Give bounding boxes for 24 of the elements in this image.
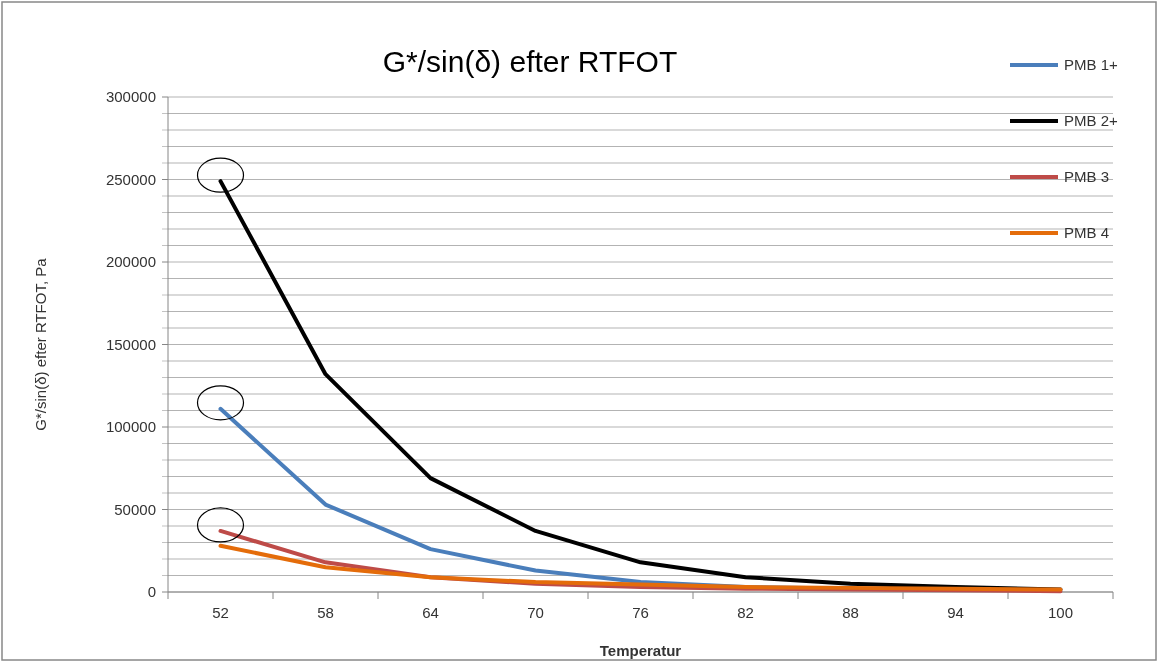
y-axis-title: G*/sin(δ) efter RTFOT, Pa (32, 257, 49, 431)
legend-label: PMB 2+ (1064, 112, 1119, 130)
legend-label: PMB 1+ (1064, 56, 1119, 74)
x-tick-label: 82 (737, 604, 754, 621)
x-tick-label: 58 (317, 604, 334, 621)
x-tick-label: 88 (842, 604, 859, 621)
x-tick-label: 100 (1047, 604, 1074, 621)
y-tick-label: 0 (147, 583, 156, 601)
y-tick-label: 100000 (105, 418, 156, 436)
y-tick-label: 250000 (105, 170, 156, 188)
y-tick-label: 150000 (105, 335, 156, 353)
x-tick-label: 52 (212, 604, 229, 621)
legend-label: PMB 3 (1064, 168, 1110, 186)
y-tick-label: 200000 (105, 253, 156, 271)
x-tick-label: 76 (632, 604, 649, 621)
line-series (218, 543, 1063, 592)
chart-title: G*/sin(δ) efter RTFOT (382, 45, 678, 78)
x-tick-label: 70 (527, 604, 544, 621)
x-axis-title: Temperatur (599, 642, 682, 659)
x-tick-label: 94 (947, 604, 964, 621)
y-tick-label: 300000 (105, 88, 156, 106)
legend-label: PMB 4 (1064, 224, 1110, 242)
y-tick-label: 50000 (114, 500, 156, 518)
x-tick-label: 64 (422, 604, 439, 621)
